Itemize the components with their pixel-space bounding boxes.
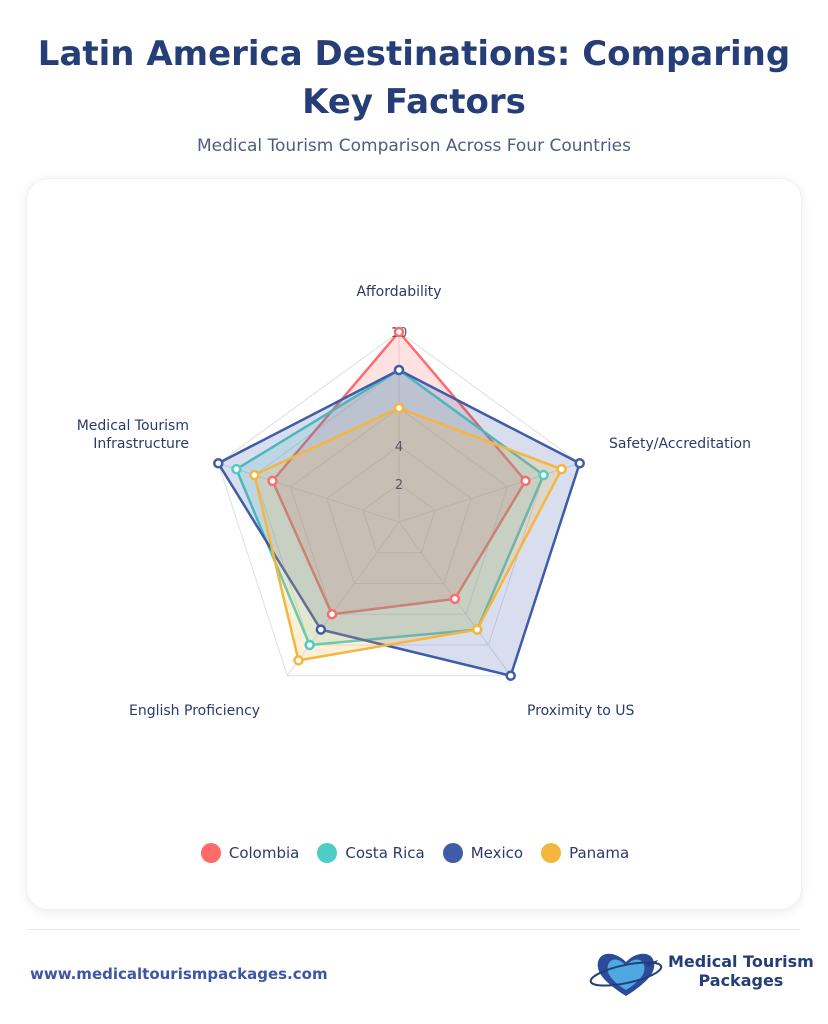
- chart-legend: Colombia Costa Rica Mexico Panama: [27, 843, 803, 863]
- grid-spoke: [286, 521, 400, 677]
- axis-label-infrastructure-line2: Infrastructure: [93, 436, 189, 452]
- legend-label: Mexico: [470, 844, 524, 862]
- series-area-mexico: [217, 368, 581, 677]
- data-point-colombia: [267, 475, 278, 487]
- logo-text-line2: Packages: [698, 971, 784, 990]
- legend-label: Colombia: [228, 844, 300, 862]
- data-point-panama: [393, 402, 405, 414]
- brand-logo[interactable]: Medical Tourism Packages: [586, 944, 816, 1000]
- legend-swatch-costa-rica: [317, 843, 338, 863]
- series-area-panama: [253, 406, 563, 662]
- legend-swatch-colombia: [200, 843, 221, 863]
- data-point-panama: [249, 469, 260, 481]
- axis-label-safety: Safety/Accreditation: [609, 436, 751, 452]
- axis-label-infrastructure: Medical Tourism Infrastructure: [47, 417, 189, 453]
- data-point-panama: [293, 655, 304, 666]
- heart-globe-plane-icon: [589, 953, 663, 996]
- data-point-panama: [556, 463, 567, 475]
- data-point-panama: [471, 624, 483, 635]
- data-point-mexico: [393, 364, 405, 376]
- data-point-costa-rica: [231, 463, 242, 475]
- legend-swatch-panama: [541, 843, 562, 863]
- logo-text: Medical Tourism Packages: [668, 952, 814, 990]
- data-point-mexico: [315, 624, 327, 635]
- chart-card: 246810 Affordability Safety/Accreditatio…: [26, 178, 802, 910]
- data-point-costa-rica: [538, 469, 549, 481]
- footer-url-link[interactable]: www.medicaltourismpackages.com: [30, 965, 328, 983]
- data-point-colombia: [326, 608, 338, 620]
- axis-label-english: English Proficiency: [129, 703, 261, 719]
- data-point-colombia: [520, 475, 531, 487]
- page-title: Latin America Destinations: Comparing Ke…: [37, 34, 791, 122]
- legend-item-panama[interactable]: Panama: [541, 843, 629, 863]
- axis-label-proximity: Proximity to US: [527, 703, 635, 719]
- data-point-mexico: [505, 670, 516, 681]
- axis-label-affordability: Affordability: [356, 284, 442, 300]
- data-point-costa-rica: [304, 639, 315, 651]
- grid-ring: [289, 407, 509, 615]
- legend-item-mexico[interactable]: Mexico: [442, 843, 524, 863]
- legend-item-colombia[interactable]: Colombia: [200, 843, 300, 863]
- legend-item-costa-rica[interactable]: Costa Rica: [317, 843, 425, 863]
- data-point-colombia: [449, 593, 461, 605]
- tick-label: 2: [395, 478, 403, 493]
- grid-spoke: [218, 462, 400, 523]
- legend-label: Panama: [569, 844, 630, 862]
- legend-label: Costa Rica: [345, 844, 425, 862]
- tick-label: 4: [395, 440, 403, 455]
- logo-text-line1: Medical Tourism: [668, 952, 814, 971]
- data-point-mexico: [213, 458, 224, 469]
- data-point-mexico: [574, 458, 585, 469]
- series-area-costa-rica: [235, 368, 545, 647]
- page-subtitle: Medical Tourism Comparison Across Four C…: [197, 136, 631, 156]
- grid-ring: [217, 331, 581, 677]
- grid-ring: [362, 483, 436, 554]
- grid-spoke: [398, 462, 580, 523]
- footer-divider: [28, 929, 800, 930]
- radar-chart: 246810: [213, 326, 585, 681]
- axis-label-infrastructure-line1: Medical Tourism: [76, 418, 189, 434]
- legend-swatch-mexico: [442, 843, 463, 863]
- grid-ring: [326, 445, 472, 584]
- data-point-colombia: [393, 326, 405, 338]
